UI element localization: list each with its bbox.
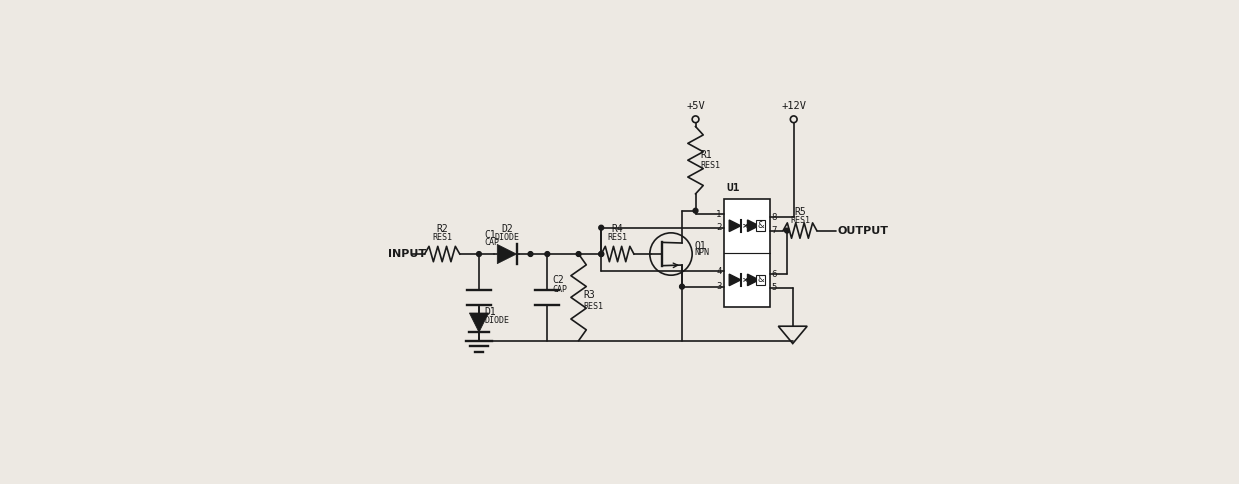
Polygon shape bbox=[497, 244, 517, 264]
Text: R2: R2 bbox=[436, 224, 449, 234]
Text: 8: 8 bbox=[772, 212, 777, 222]
Text: &: & bbox=[757, 221, 763, 230]
Bar bbox=[756, 274, 764, 285]
Text: R4: R4 bbox=[612, 224, 623, 234]
Text: R3: R3 bbox=[584, 290, 595, 300]
Text: C2: C2 bbox=[553, 275, 564, 286]
Text: 4: 4 bbox=[716, 267, 721, 276]
Circle shape bbox=[784, 228, 789, 233]
Text: 5: 5 bbox=[772, 283, 777, 292]
Text: NPN: NPN bbox=[694, 248, 709, 257]
Polygon shape bbox=[747, 220, 760, 231]
Text: RES1: RES1 bbox=[607, 232, 628, 242]
Circle shape bbox=[477, 252, 482, 257]
Text: D2: D2 bbox=[501, 224, 513, 234]
Text: &: & bbox=[757, 275, 763, 285]
Text: +12V: +12V bbox=[782, 101, 807, 111]
Circle shape bbox=[598, 252, 603, 257]
Circle shape bbox=[680, 284, 684, 289]
Circle shape bbox=[528, 252, 533, 257]
Text: 3: 3 bbox=[716, 282, 721, 291]
Text: RES1: RES1 bbox=[584, 302, 603, 312]
Polygon shape bbox=[470, 313, 488, 332]
Text: OUTPUT: OUTPUT bbox=[838, 226, 888, 236]
Text: DIODE: DIODE bbox=[484, 316, 509, 325]
Text: RES1: RES1 bbox=[700, 162, 720, 170]
Text: R5: R5 bbox=[794, 207, 805, 217]
Circle shape bbox=[598, 252, 603, 257]
Text: INPUT: INPUT bbox=[388, 249, 426, 259]
Text: DIODE: DIODE bbox=[494, 232, 519, 242]
Text: RES1: RES1 bbox=[790, 216, 810, 225]
Text: 1: 1 bbox=[716, 210, 721, 219]
Text: +5V: +5V bbox=[686, 101, 705, 111]
Text: CAP: CAP bbox=[553, 285, 567, 294]
Polygon shape bbox=[730, 220, 741, 231]
Text: Q1: Q1 bbox=[694, 241, 706, 250]
Text: U1: U1 bbox=[726, 183, 740, 193]
Text: R1: R1 bbox=[700, 151, 712, 160]
Text: D1: D1 bbox=[484, 307, 497, 317]
Circle shape bbox=[576, 252, 581, 257]
Text: 6: 6 bbox=[772, 270, 777, 279]
Circle shape bbox=[693, 208, 698, 213]
Circle shape bbox=[545, 252, 550, 257]
Bar bbox=[756, 221, 764, 231]
Text: CAP: CAP bbox=[484, 238, 499, 247]
Circle shape bbox=[598, 225, 603, 230]
Polygon shape bbox=[730, 274, 741, 286]
Polygon shape bbox=[747, 274, 760, 286]
Text: 7: 7 bbox=[772, 226, 777, 235]
Text: C1: C1 bbox=[484, 229, 497, 240]
Text: 2: 2 bbox=[716, 223, 721, 232]
Bar bbox=[725, 199, 769, 307]
Text: RES1: RES1 bbox=[432, 232, 452, 242]
